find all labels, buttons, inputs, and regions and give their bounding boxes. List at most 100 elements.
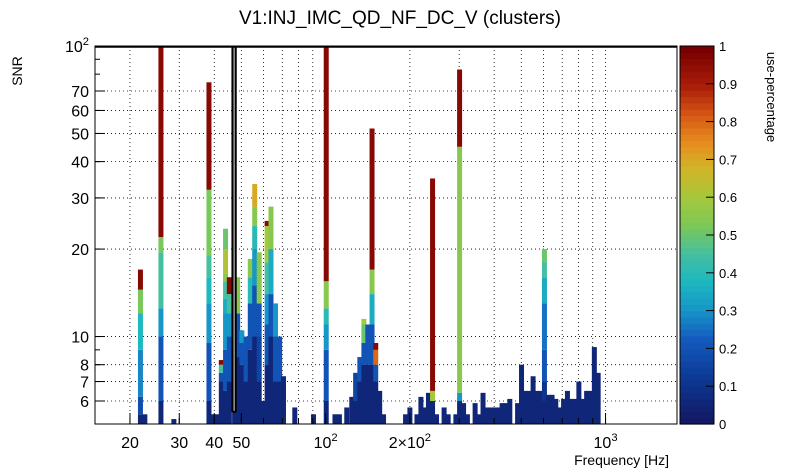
x-tick-label: 102 bbox=[314, 432, 338, 452]
heatmap-cell bbox=[277, 336, 283, 382]
heatmap-cell bbox=[595, 372, 601, 424]
heatmap-cell bbox=[226, 277, 232, 295]
heatmap-cell bbox=[365, 324, 371, 365]
colorbar-band bbox=[680, 222, 714, 230]
heatmap-cell bbox=[541, 249, 547, 263]
y-tick-label: 6 bbox=[80, 394, 89, 411]
heatmap-cell bbox=[487, 407, 493, 424]
heatmap-cell bbox=[553, 398, 559, 424]
heatmap-cell bbox=[243, 381, 249, 424]
colorbar-band bbox=[680, 298, 714, 305]
colorbar-tick-label: 0.2 bbox=[719, 341, 737, 356]
heatmap-cell bbox=[369, 294, 375, 325]
colorbar-band bbox=[680, 348, 714, 356]
heatmap-cell bbox=[247, 349, 253, 424]
colorbar-band bbox=[680, 386, 714, 394]
heatmap-cell bbox=[264, 324, 270, 365]
heatmap-cell bbox=[247, 303, 253, 350]
heatmap-cell bbox=[591, 347, 597, 424]
y-tick-label: 8 bbox=[80, 358, 89, 375]
heatmap-cell bbox=[137, 269, 143, 290]
heatmap-cell bbox=[441, 407, 447, 424]
heatmap-cell bbox=[223, 228, 229, 250]
y-tick-label: 40 bbox=[71, 155, 89, 172]
heatmap-cell bbox=[541, 349, 547, 382]
heatmap-cell bbox=[403, 414, 409, 424]
colorbar-band bbox=[680, 83, 714, 91]
heatmap-cell bbox=[414, 414, 420, 424]
heatmap-cell bbox=[171, 419, 177, 424]
heatmap-cell bbox=[357, 357, 363, 382]
heatmap-cell bbox=[137, 414, 143, 424]
colorbar-band bbox=[680, 361, 714, 368]
heatmap-cell bbox=[434, 414, 440, 424]
y-axis-label: SNR bbox=[9, 56, 25, 86]
colorbar-band bbox=[680, 373, 714, 381]
colorbar-band bbox=[680, 260, 714, 268]
colorbar-band bbox=[680, 405, 714, 412]
heatmap-cell bbox=[158, 308, 164, 337]
heatmap-cell bbox=[158, 237, 164, 253]
colorbar-band bbox=[680, 159, 714, 167]
heatmap-cell bbox=[210, 414, 216, 424]
heatmap-cell bbox=[206, 82, 212, 190]
heatmap-cell bbox=[530, 376, 536, 424]
heatmap-cell bbox=[480, 392, 486, 424]
heatmap-cell bbox=[369, 128, 375, 270]
colorbar-band bbox=[680, 228, 714, 236]
highlight-lines bbox=[95, 45, 677, 414]
colorbar-band bbox=[680, 398, 714, 406]
heatmap-cell bbox=[264, 364, 270, 424]
colorbar-band bbox=[680, 52, 714, 60]
colorbar-band bbox=[680, 247, 714, 255]
heatmap-cell bbox=[137, 313, 143, 350]
heatmap-cell bbox=[239, 343, 245, 365]
heatmap-cell bbox=[349, 396, 355, 424]
colorbar-band bbox=[680, 58, 714, 66]
colorbar-tick-label: 0.8 bbox=[719, 115, 737, 130]
heatmap-cell bbox=[223, 298, 229, 314]
colorbar-band bbox=[680, 417, 714, 425]
heatmap-cell bbox=[158, 252, 164, 309]
colorbar-band bbox=[680, 209, 714, 217]
heatmap-cell bbox=[264, 226, 270, 263]
colorbar-band bbox=[680, 253, 714, 261]
y-tick-label: 7 bbox=[80, 375, 89, 392]
heatmap-cell bbox=[373, 349, 379, 365]
heatmap-cell bbox=[507, 398, 513, 424]
heatmap-cell bbox=[264, 294, 270, 325]
heatmap-cell bbox=[268, 249, 274, 295]
heatmap-cell bbox=[572, 398, 578, 424]
heatmap-cell bbox=[214, 414, 220, 424]
heatmap-cell bbox=[576, 381, 582, 424]
colorbar-band bbox=[680, 172, 714, 179]
heatmap-cell bbox=[332, 414, 338, 424]
heatmap-cell bbox=[430, 390, 436, 401]
heatmap-cell bbox=[587, 390, 593, 424]
heatmap-cells bbox=[137, 46, 601, 424]
heatmap-cell bbox=[541, 400, 547, 424]
heatmap-cell bbox=[232, 411, 238, 424]
colorbar-band bbox=[680, 134, 714, 142]
heatmap-cell bbox=[256, 336, 262, 382]
heatmap-cell bbox=[457, 146, 463, 393]
heatmap-cell bbox=[549, 394, 555, 424]
heatmap-cell bbox=[361, 318, 367, 325]
heatmap-cell bbox=[564, 390, 570, 424]
heatmap-cell bbox=[206, 343, 212, 401]
heatmap-cell bbox=[336, 414, 342, 424]
x-tick-label: 20 bbox=[121, 435, 139, 452]
heatmap-cell bbox=[218, 364, 224, 373]
heatmap-cell bbox=[252, 183, 258, 207]
heatmap-cell bbox=[373, 343, 379, 350]
heatmap-cell bbox=[353, 372, 359, 401]
heatmap-cell bbox=[515, 403, 521, 424]
heatmap-cell bbox=[158, 400, 164, 424]
heatmap-cell bbox=[369, 364, 375, 424]
colorbar-band bbox=[680, 77, 714, 85]
heatmap-cell bbox=[522, 390, 528, 424]
colorbar-band bbox=[680, 197, 714, 205]
colorbar-band bbox=[680, 367, 714, 375]
heatmap-cell bbox=[430, 400, 436, 424]
colorbar-tick-label: 0.6 bbox=[719, 190, 737, 205]
